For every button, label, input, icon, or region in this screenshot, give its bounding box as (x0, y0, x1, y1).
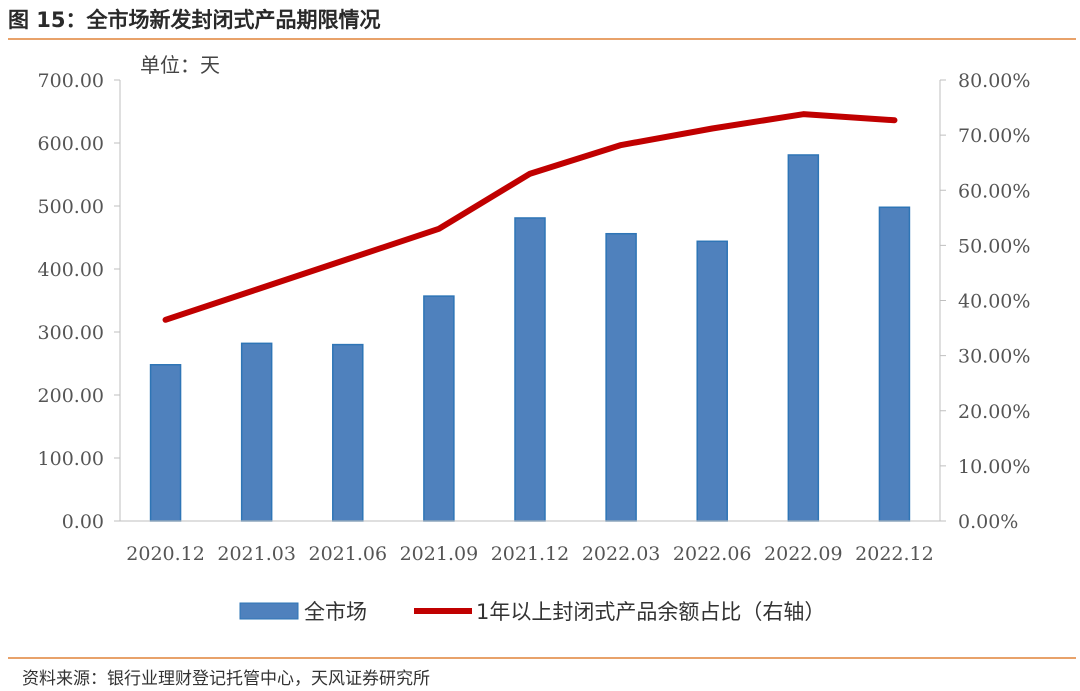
bar (787, 154, 820, 522)
left-tick-label: 500.00 (38, 196, 104, 218)
x-tick-label: 2021.12 (491, 543, 570, 565)
left-tick-label: 300.00 (38, 322, 104, 344)
bar (605, 232, 637, 522)
bar (149, 364, 182, 522)
right-tick-label: 30.00% (958, 346, 1030, 368)
right-tick-label: 70.00% (958, 125, 1030, 147)
x-axis-ticks: 2020.12 2021.03 2021.06 2021.09 2021.12 2022.… (126, 543, 933, 565)
chart-title: 图 15：全市场新发封闭式产品期限情况 (8, 8, 381, 32)
x-tick-label: 2020.12 (126, 543, 205, 565)
x-tick-label: 2022.09 (764, 543, 843, 565)
footer-divider (8, 657, 1076, 659)
legend: 全市场 1年以上封闭式产品余额占比（右轴） (239, 600, 825, 624)
right-axis-ticks: 0.00% 10.00% 20.00% 30.00% 40.00% 50.00% 60.00… (940, 70, 1030, 533)
left-tick-label: 700.00 (38, 70, 104, 92)
x-tick-label: 2022.06 (673, 543, 752, 565)
bar (332, 343, 364, 522)
title-divider (8, 38, 1076, 40)
legend-bar-swatch (239, 602, 299, 620)
right-tick-label: 50.00% (958, 235, 1030, 257)
left-tick-label: 600.00 (38, 133, 104, 155)
ratio-line (162, 111, 898, 323)
right-tick-label: 20.00% (958, 401, 1030, 423)
x-tick-label: 2022.03 (582, 543, 661, 565)
source-note: 资料来源：银行业理财登记托管中心，天风证券研究所 (22, 669, 430, 689)
unit-label: 单位：天 (140, 53, 220, 77)
x-tick-label: 2021.09 (400, 543, 479, 565)
x-tick-label: 2021.03 (217, 543, 296, 565)
right-tick-label: 60.00% (958, 180, 1030, 202)
legend-line-label: 1年以上封闭式产品余额占比（右轴） (476, 600, 825, 624)
left-tick-label: 100.00 (38, 448, 104, 470)
x-tick-label: 2022.12 (855, 543, 934, 565)
right-tick-label: 40.00% (958, 291, 1030, 313)
right-tick-label: 10.00% (958, 456, 1030, 478)
left-tick-label: 400.00 (38, 259, 104, 281)
bar (514, 217, 546, 522)
left-tick-label: 0.00 (62, 511, 104, 533)
x-tick-label: 2021.06 (308, 543, 387, 565)
bar (878, 206, 911, 522)
left-tick-label: 200.00 (38, 385, 104, 407)
chart: 单位：天 0.00 100.00 200.00 300.00 400.00 500.00 6… (38, 53, 1031, 624)
bar (423, 295, 455, 522)
bar (696, 240, 728, 522)
bar-series (149, 154, 911, 522)
legend-bar-label: 全市场 (304, 600, 367, 624)
left-axis-ticks: 0.00 100.00 200.00 300.00 400.00 500.00 600.00… (38, 70, 120, 533)
right-tick-label: 80.00% (958, 70, 1030, 92)
right-tick-label: 0.00% (958, 511, 1018, 533)
bar (240, 342, 273, 522)
